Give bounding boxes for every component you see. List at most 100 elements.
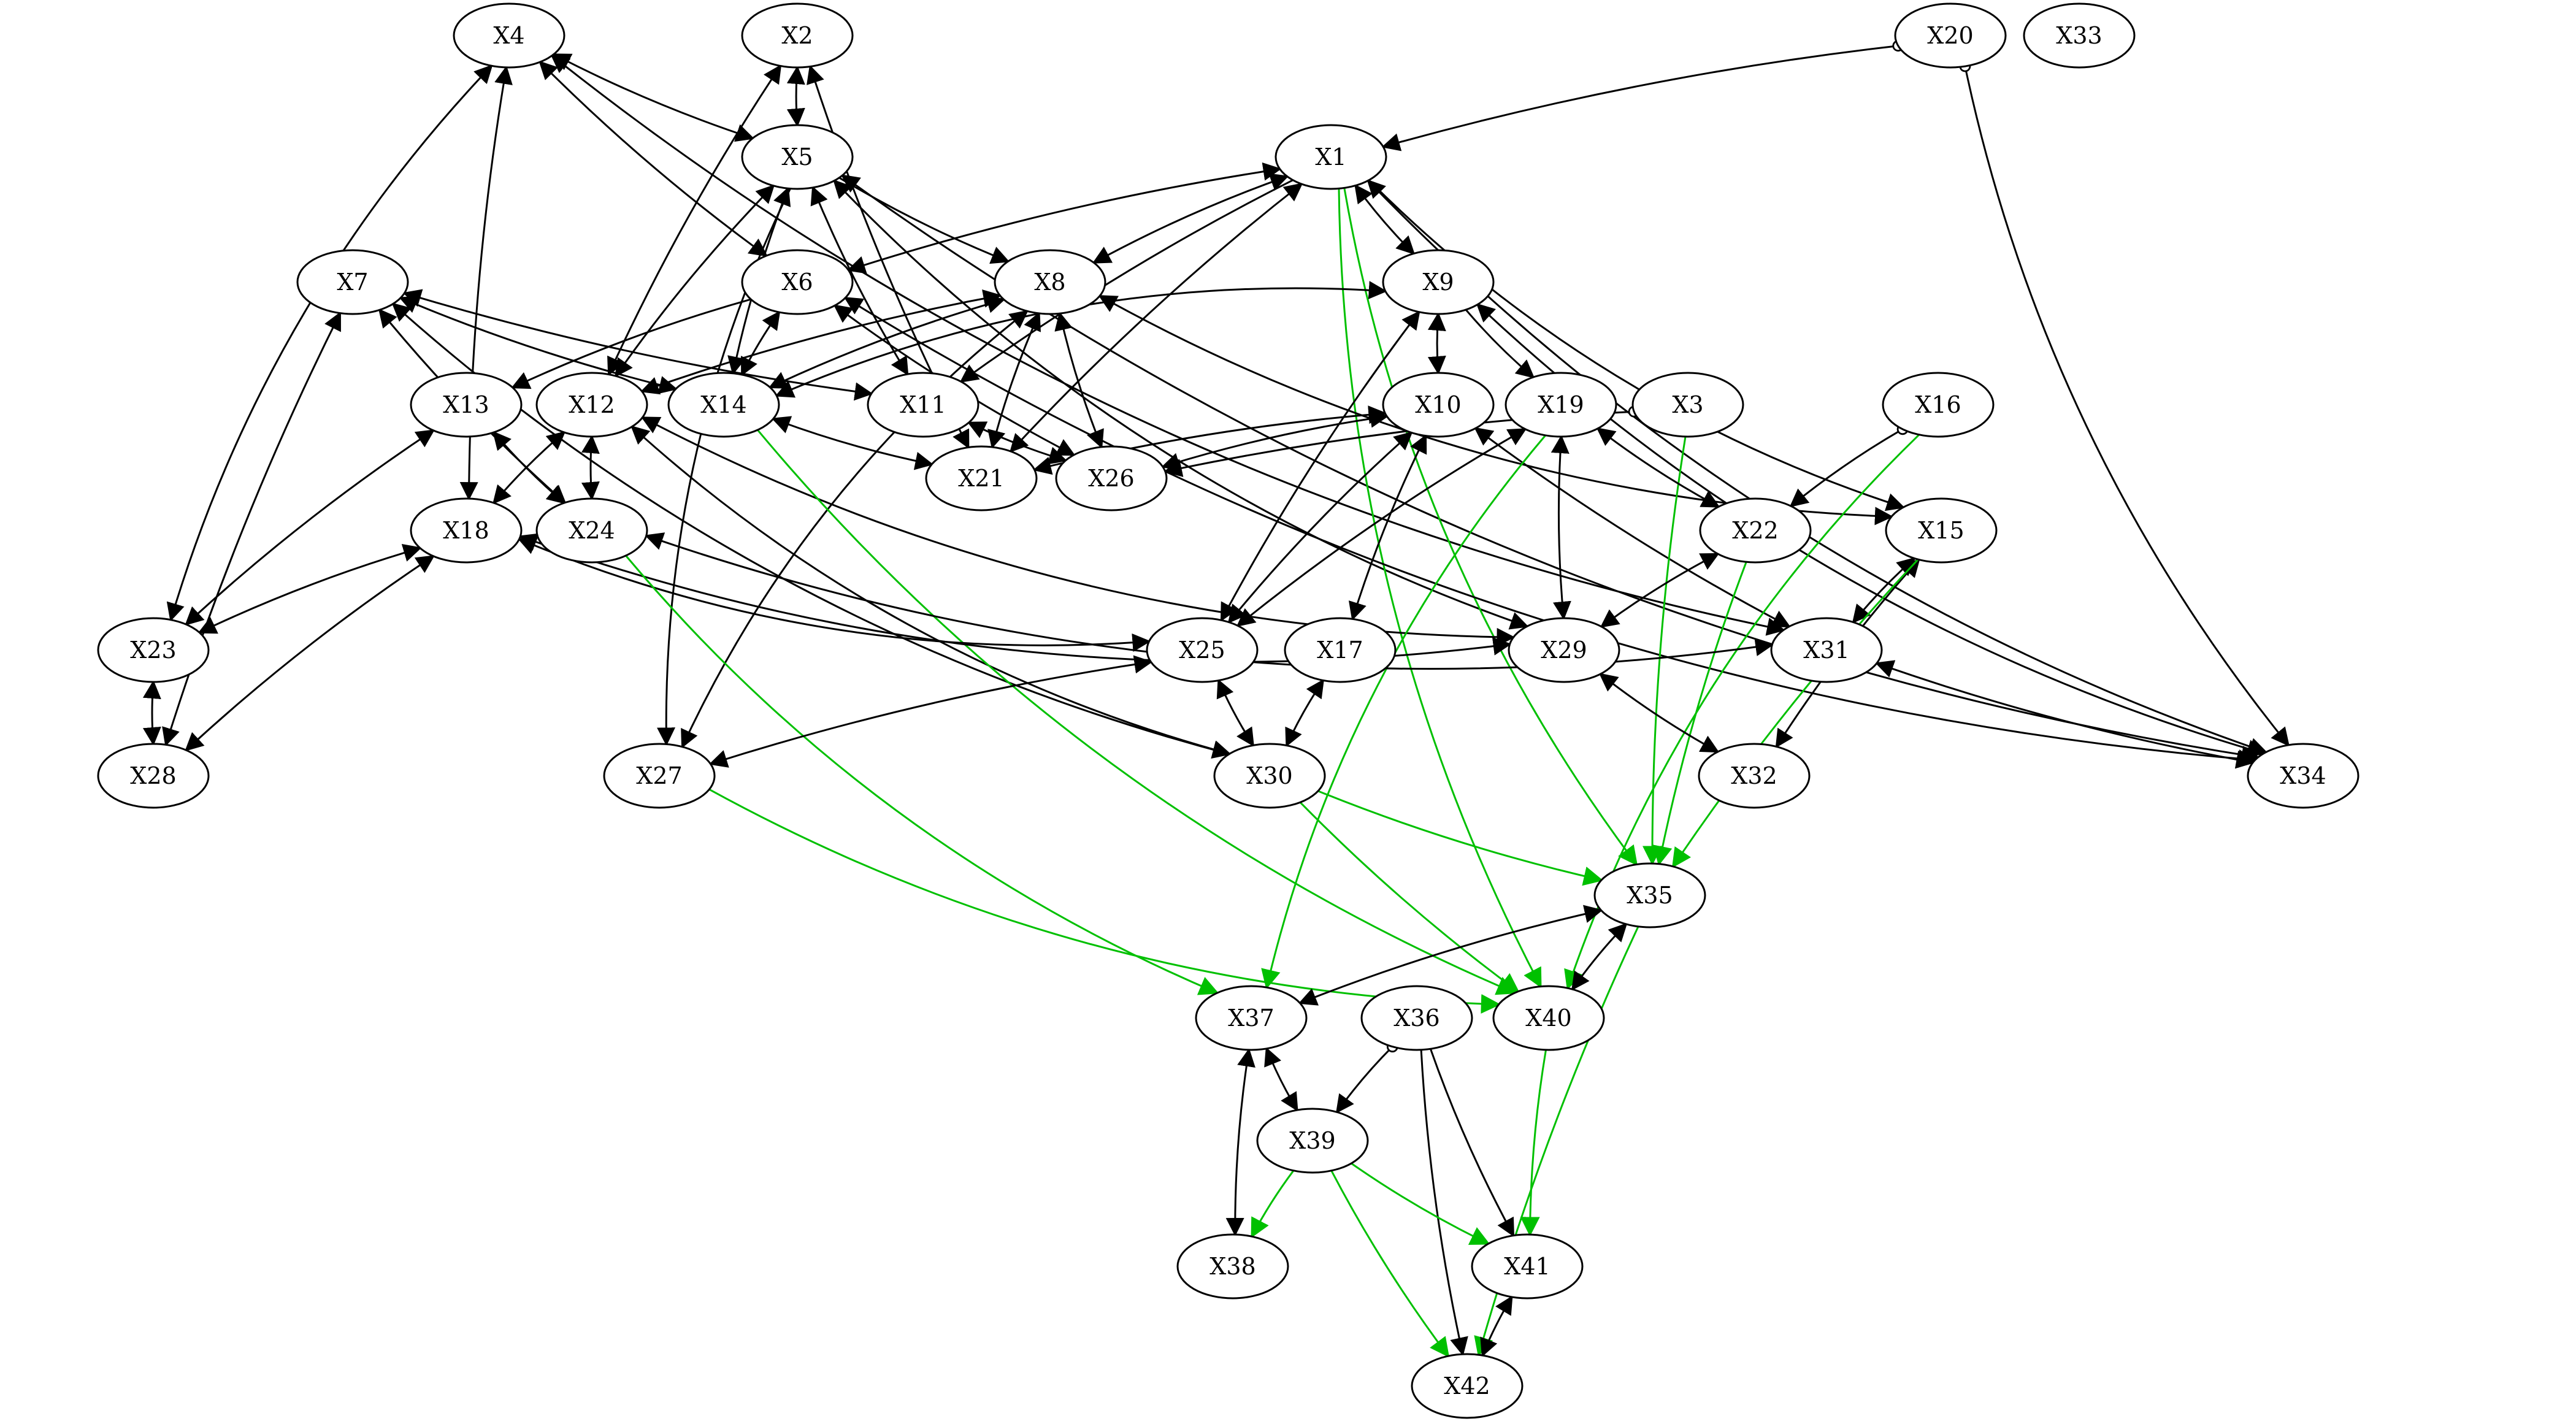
node-label: X32: [1731, 762, 1777, 789]
node-x26: X26: [1055, 445, 1168, 511]
node-x1: X1: [1275, 124, 1387, 190]
node-ellipse: [2247, 743, 2359, 809]
node-x10: X10: [1382, 372, 1495, 438]
edge-x4-x5: [552, 53, 755, 142]
node-x41: X41: [1471, 1233, 1584, 1300]
node-x21: X21: [925, 445, 1038, 511]
edge-x36-x41: [1429, 1048, 1515, 1238]
edge-x17-x30: [1285, 679, 1324, 748]
node-x2: X2: [741, 2, 854, 69]
node-x4: X4: [453, 2, 565, 69]
node-x30: X30: [1213, 743, 1326, 809]
node-label: X21: [958, 465, 1004, 492]
edge-x36-x42: [1420, 1049, 1468, 1357]
node-label: X15: [1918, 517, 1964, 544]
node-label: X10: [1415, 391, 1461, 418]
node-x5: X5: [741, 124, 854, 190]
node-label: X5: [781, 144, 813, 170]
node-ellipse: [1508, 617, 1620, 683]
node-x18: X18: [410, 497, 523, 564]
node-label: X20: [1927, 22, 1973, 49]
node-label: X35: [1627, 882, 1673, 909]
edge-x18-x23: [197, 543, 422, 634]
node-label: X9: [1422, 269, 1454, 296]
node-x28: X28: [97, 743, 210, 809]
node-ellipse: [1284, 617, 1397, 683]
edge-x18-x28: [185, 555, 435, 752]
node-label: X18: [443, 517, 489, 544]
node-ellipse: [1360, 985, 1473, 1051]
node-ellipse: [1146, 617, 1259, 683]
node-label: X8: [1034, 269, 1065, 296]
node-x32: X32: [1698, 743, 1811, 809]
edge-x22-x35: [1652, 561, 1747, 866]
node-x23: X23: [97, 617, 210, 683]
edge-x6-x34: [843, 297, 2257, 768]
node-ellipse: [1382, 249, 1495, 315]
node-x34: X34: [2247, 743, 2359, 809]
edge-x37-x39: [1264, 1047, 1298, 1112]
edge-x30-x35: [1317, 790, 1604, 886]
node-label: X40: [1525, 1005, 1571, 1032]
edge-x9-x25: [1220, 310, 1420, 622]
node-label: X27: [636, 762, 682, 789]
node-x38: X38: [1176, 1233, 1289, 1300]
node-label: X13: [443, 391, 489, 418]
node-x37: X37: [1195, 985, 1308, 1051]
node-label: X14: [700, 391, 746, 418]
edge-x14-x21: [771, 416, 934, 470]
node-ellipse: [1195, 985, 1308, 1051]
edge-x23-x28: [142, 680, 161, 746]
edge-x39-x41: [1351, 1162, 1490, 1245]
node-label: X24: [569, 517, 615, 544]
node-ellipse: [1382, 372, 1495, 438]
node-ellipse: [1411, 1353, 1524, 1419]
node-ellipse: [741, 124, 854, 190]
edge-x9-x10: [1427, 312, 1446, 375]
node-ellipse: [1699, 497, 1812, 564]
node-x33: X33: [2023, 2, 2136, 69]
node-x9: X9: [1382, 249, 1495, 315]
node-ellipse: [296, 249, 409, 315]
node-x11: X11: [867, 372, 979, 438]
node-x8: X8: [994, 249, 1106, 315]
node-ellipse: [1882, 372, 1995, 438]
edge-x7-x28: [162, 311, 341, 747]
edge-x39-x42: [1330, 1170, 1450, 1358]
node-x35: X35: [1593, 862, 1706, 928]
node-x16: X16: [1882, 372, 1995, 438]
edges-layer: [142, 40, 2290, 1358]
node-label: X26: [1088, 465, 1134, 492]
node-ellipse: [1176, 1233, 1289, 1300]
node-label: X36: [1393, 1005, 1439, 1032]
edge-x20-x34: [1959, 60, 2290, 747]
node-x14: X14: [667, 372, 780, 438]
node-ellipse: [1492, 985, 1605, 1051]
node-ellipse: [1471, 1233, 1584, 1300]
node-label: X19: [1538, 391, 1584, 418]
edge-x20-x1: [1381, 40, 1904, 151]
node-label: X28: [130, 762, 176, 789]
node-x22: X22: [1699, 497, 1812, 564]
node-label: X7: [337, 269, 368, 296]
edge-x3-x35: [1642, 436, 1687, 866]
node-ellipse: [453, 2, 565, 69]
node-label: X29: [1541, 637, 1587, 664]
node-x7: X7: [296, 249, 409, 315]
node-label: X2: [781, 22, 813, 49]
edge-x15-x35: [1671, 559, 1919, 868]
edge-x19-x22: [1596, 427, 1720, 508]
node-label: X41: [1504, 1253, 1550, 1280]
node-label: X22: [1732, 517, 1778, 544]
edge-x13-x24: [493, 431, 566, 504]
edge-x39-x38: [1251, 1169, 1295, 1239]
node-label: X16: [1915, 391, 1961, 418]
edge-x35-x37: [1298, 905, 1603, 1006]
node-label: X31: [1803, 637, 1849, 664]
node-x20: X20: [1894, 2, 2007, 69]
node-ellipse: [1593, 862, 1706, 928]
edge-x2-x5: [786, 66, 805, 127]
node-ellipse: [1055, 445, 1168, 511]
edge-x19-x37: [1261, 434, 1546, 990]
